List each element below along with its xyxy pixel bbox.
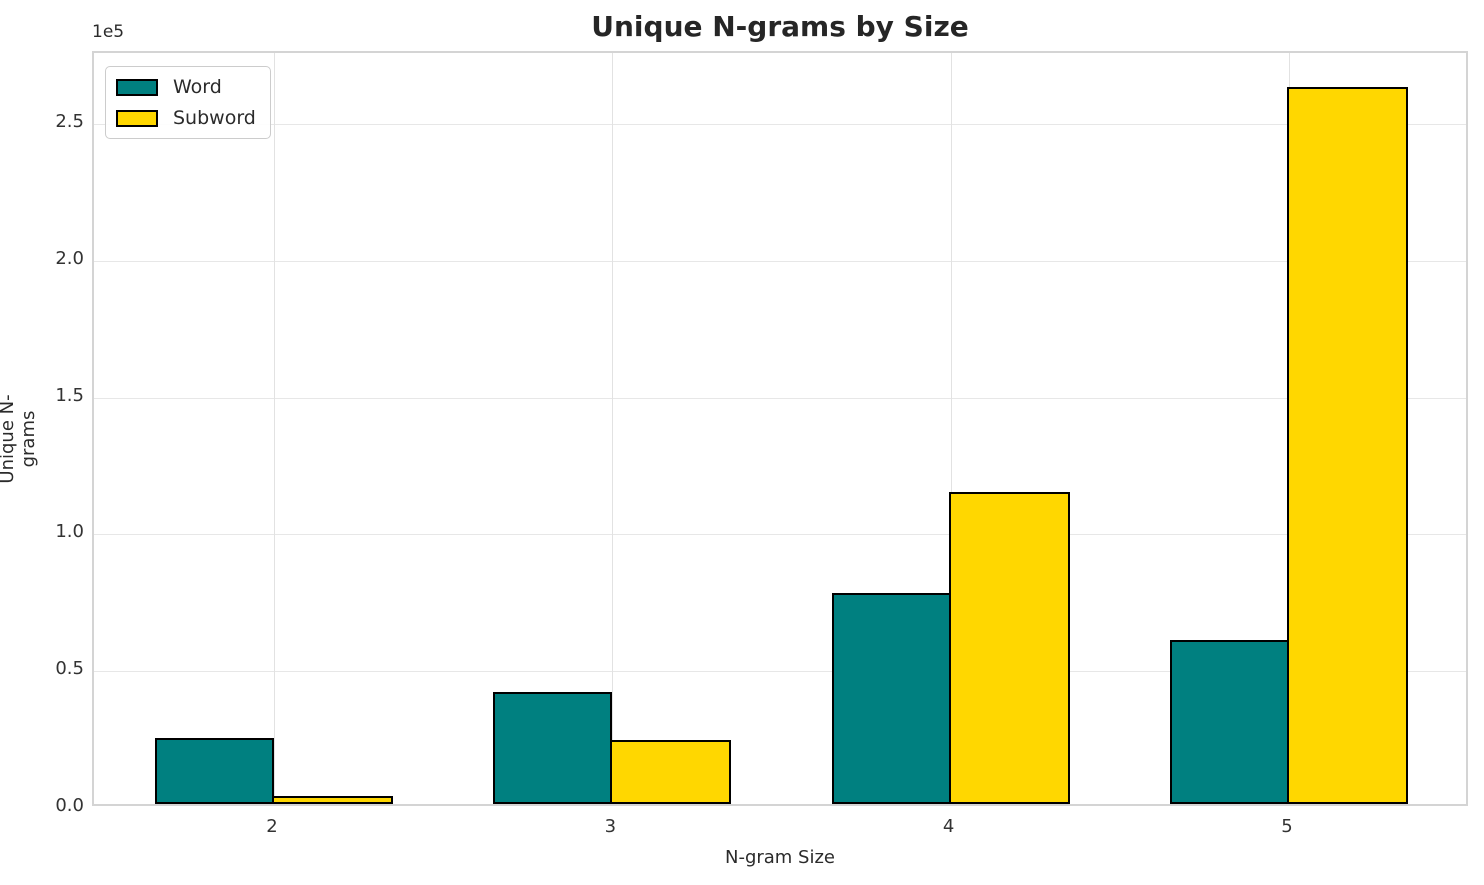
subword-legend-swatch — [116, 109, 158, 127]
legend-item-subword: Subword — [116, 107, 256, 129]
word-legend-label: Word — [173, 76, 222, 98]
chart-title: Unique N-grams by Size — [591, 10, 969, 43]
bar-word-3 — [493, 691, 613, 804]
h-gridline — [94, 124, 1466, 126]
bar-subword-3 — [610, 739, 732, 804]
bar-word-4 — [831, 593, 951, 804]
legend-item-word: Word — [116, 76, 256, 98]
h-gridline — [94, 534, 1466, 536]
bar-subword-2 — [271, 795, 393, 804]
bar-word-2 — [154, 738, 274, 804]
y-tick-label: 0.0 — [55, 795, 84, 816]
y-tick-label: 2.5 — [55, 111, 84, 133]
y-tick-label: 2.0 — [55, 247, 84, 269]
word-legend-swatch — [116, 78, 158, 96]
legend: Word Subword — [105, 66, 271, 139]
x-tick-label: 2 — [266, 816, 278, 837]
v-gridline — [950, 53, 952, 804]
y-axis-offset-text: 1e5 — [92, 22, 125, 42]
h-gridline — [94, 397, 1466, 399]
bar-word-5 — [1169, 639, 1289, 804]
subword-legend-label: Subword — [173, 107, 256, 129]
v-gridline — [612, 53, 614, 804]
bar-subword-4 — [948, 492, 1070, 804]
h-gridline — [94, 671, 1466, 673]
x-tick-label: 4 — [942, 816, 955, 837]
x-tick-label: 5 — [1281, 816, 1293, 837]
x-tick-label: 3 — [604, 816, 617, 837]
plot-area: Word Subword — [92, 51, 1468, 806]
y-tick-label: 1.5 — [55, 384, 84, 406]
x-axis-label: N-gram Size — [724, 847, 836, 868]
h-gridline — [94, 260, 1466, 262]
y-tick-label: 0.5 — [55, 658, 84, 680]
v-gridline — [273, 53, 275, 804]
bar-subword-5 — [1286, 87, 1408, 804]
y-tick-label: 1.0 — [55, 521, 84, 543]
